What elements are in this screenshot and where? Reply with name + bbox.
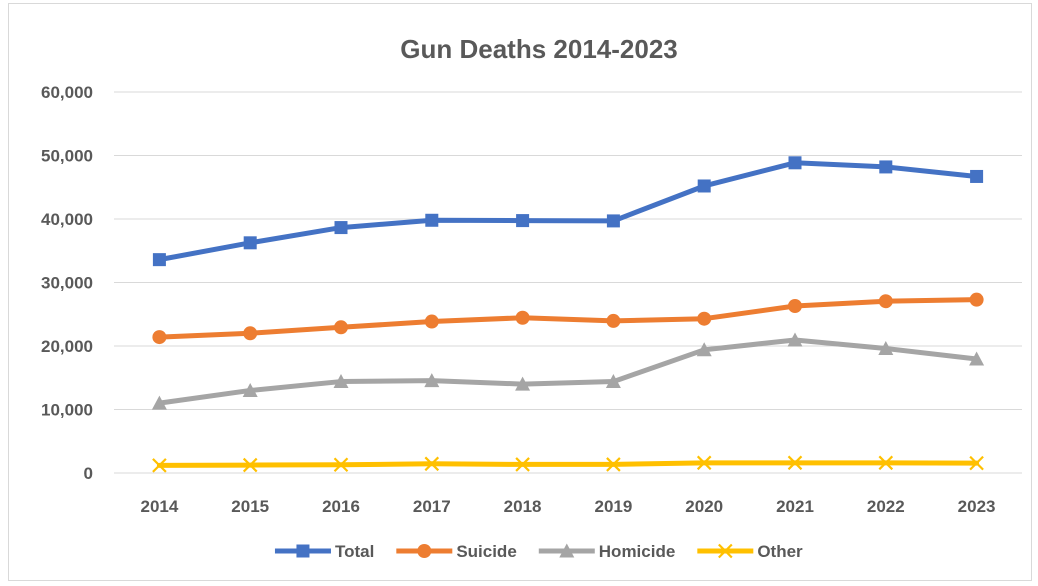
legend-item-suicide[interactable]: Suicide — [396, 542, 517, 561]
data-point — [424, 456, 440, 472]
data-point — [788, 156, 802, 170]
series-line — [156, 337, 980, 406]
data-point — [152, 458, 167, 473]
legend-item-other[interactable]: Other — [697, 542, 803, 561]
data-point — [696, 455, 712, 471]
x-axis-ticks: 2014 2015 2016 2017 2018 2019 2020 2021 2022 2023 — [140, 497, 995, 516]
data-point — [333, 374, 349, 389]
legend-item-homicide[interactable]: Homicide — [538, 542, 676, 561]
x-tick-label: 2014 — [140, 497, 178, 516]
chart-title: Gun Deaths 2014-2023 — [400, 34, 677, 64]
data-point — [333, 457, 349, 473]
data-point — [605, 374, 621, 389]
data-point — [718, 543, 733, 559]
data-point — [606, 313, 621, 328]
data-point — [515, 310, 530, 325]
x-tick-label: 2022 — [867, 497, 905, 516]
data-point — [559, 543, 575, 558]
data-point — [969, 292, 984, 307]
data-point — [787, 332, 803, 347]
data-point — [787, 455, 803, 471]
data-point — [878, 341, 894, 356]
data-point — [516, 214, 530, 228]
data-point — [879, 160, 893, 174]
legend: Total Suicide Homicide Other — [274, 542, 803, 561]
series-line — [156, 460, 980, 468]
data-point — [515, 376, 531, 391]
data-point — [697, 179, 711, 193]
y-tick-label: 50,000 — [41, 147, 93, 166]
data-point — [242, 457, 258, 473]
data-point — [424, 314, 439, 329]
data-point — [878, 455, 894, 471]
data-point — [788, 298, 802, 313]
data-point — [696, 342, 712, 357]
x-tick-label: 2020 — [685, 497, 723, 516]
y-tick-label: 30,000 — [41, 274, 93, 293]
data-point — [970, 169, 984, 183]
x-tick-label: 2019 — [594, 497, 632, 516]
legend-label: Total — [335, 542, 374, 561]
data-point — [151, 395, 167, 410]
x-tick-label: 2016 — [322, 497, 360, 516]
data-point — [152, 330, 167, 345]
gridlines — [114, 91, 1022, 474]
x-tick-label: 2018 — [504, 497, 542, 516]
x-tick-label: 2021 — [776, 497, 814, 516]
series-line — [156, 297, 980, 340]
data-point — [334, 221, 348, 235]
data-point — [424, 373, 440, 388]
data-point — [606, 214, 620, 228]
legend-label: Homicide — [599, 542, 676, 561]
chart-frame: Gun Deaths 2014-2023 0 10,000 20,000 30,000… — [8, 3, 1032, 581]
data-point — [243, 326, 258, 341]
x-tick-label: 2015 — [231, 497, 269, 516]
data-point — [334, 320, 348, 335]
legend-item-total[interactable]: Total — [274, 542, 374, 561]
data-point — [243, 236, 257, 250]
data-point — [969, 455, 984, 471]
y-tick-label: 40,000 — [41, 210, 93, 229]
data-point — [515, 457, 530, 472]
data-point — [242, 382, 258, 397]
data-point — [296, 544, 310, 558]
data-point — [969, 351, 985, 366]
data-point — [425, 213, 439, 227]
y-tick-label: 60,000 — [41, 83, 93, 102]
x-tick-label: 2023 — [958, 497, 996, 516]
series-total — [152, 156, 984, 267]
line-chart: Gun Deaths 2014-2023 0 10,000 20,000 30,000… — [41, 34, 1022, 561]
series-other — [152, 455, 984, 473]
series-lines — [151, 156, 985, 473]
y-axis-ticks: 0 10,000 20,000 30,000 40,000 50,000 60,000 — [41, 83, 93, 483]
y-tick-label: 20,000 — [41, 337, 93, 356]
data-point — [417, 544, 432, 558]
series-suicide — [152, 292, 984, 345]
data-point — [697, 311, 712, 326]
y-tick-label: 10,000 — [41, 401, 93, 420]
y-tick-label: 0 — [84, 464, 93, 483]
data-point — [152, 253, 166, 267]
x-tick-label: 2017 — [413, 497, 451, 516]
data-point — [878, 294, 893, 309]
legend-label: Other — [757, 542, 803, 561]
series-line — [156, 160, 980, 263]
legend-label: Suicide — [456, 542, 516, 561]
data-point — [606, 457, 621, 472]
series-homicide — [151, 332, 985, 410]
